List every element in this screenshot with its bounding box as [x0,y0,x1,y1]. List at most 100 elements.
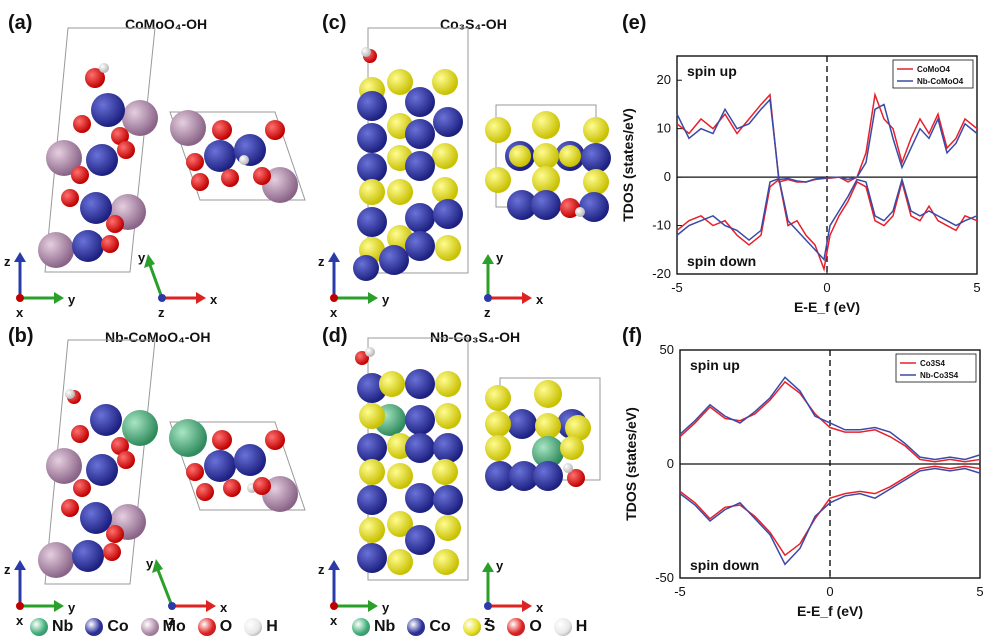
legend-entry: Co3S4 [920,359,945,368]
triad-z-label: z [168,613,175,628]
x-tick-label: 0 [823,280,830,295]
triad-z-label: z [4,254,11,269]
x-axis-label: E-E_f (eV) [797,603,863,619]
legend-label: Nb [374,618,396,635]
legend-label: Co [429,618,451,635]
y-tick-label: 50 [660,342,674,357]
y-tick-label: -20 [652,266,671,281]
triad-y-label: y [382,292,390,307]
x-tick-label: -5 [674,584,686,599]
panel-a-label: (a) [8,12,33,34]
panel-a-top-structure [169,110,306,203]
axes-triad-c-top [482,254,532,304]
series-line-3 [679,467,981,566]
y-tick-label: -10 [652,218,671,233]
triad-x-label: x [330,305,338,320]
legend-label: Mo [162,618,186,635]
s-atom-icon [462,618,481,636]
legend-item-mo: Mo [140,618,186,636]
triad-z-label: z [318,254,325,269]
triad-z-label: z [158,305,165,320]
legend-right: Nb Co S O H [352,618,593,636]
chart-e: -5 0 5 -20 -10 0 10 20 E-E_f (eV) TDOS (states/eV… [620,55,981,315]
co-atom-icon [85,618,104,636]
chart-legend-box [895,353,977,383]
series-line-3 [676,176,978,262]
panel-b-title: Nb-CoMoO₄-OH [105,329,211,345]
o-atom-icon [507,618,526,636]
panel-b-top-structure [169,419,306,512]
triad-z-label: z [484,305,491,320]
axes-triad-c-side [328,252,378,304]
legend-label: Co [107,618,129,635]
nb-atom-icon [30,618,48,636]
triad-x-label: x [330,613,338,628]
legend-item-co: Co [407,618,451,636]
panel-c-label: (c) [322,12,347,34]
co-atom-icon [407,618,426,636]
triad-z-label: z [318,562,325,577]
triad-y-label: y [496,558,504,573]
legend-entry: CoMoO4 [917,65,950,74]
spin-down-label: spin down [690,557,759,573]
legend-label: Nb [52,618,74,635]
panel-d-side-structure [355,337,469,581]
legend-item-nb: Nb [352,618,395,636]
y-tick-label: 0 [667,456,674,471]
chart-legend-box [892,59,974,89]
y-axis-label: TDOS (states/eV) [620,108,636,222]
legend-entry: Nb-Co3S4 [920,371,959,380]
h-atom-icon [553,618,572,636]
y-axis-label: TDOS (states/eV) [623,407,639,521]
series-line-1 [676,97,978,183]
triad-x-label: x [16,613,24,628]
series-line-2 [676,178,978,273]
panel-b-side-structure [38,339,158,585]
triad-y-label: y [68,600,76,615]
h-atom-icon [244,618,263,636]
axes-triad-a-top [144,254,206,304]
triad-y-label: y [138,250,146,265]
legend-item-o: O [197,618,232,636]
panel-b-label: (b) [8,325,34,347]
axes-triad-a-side [14,252,64,304]
panel-e-label: (e) [622,12,647,34]
triad-x-label: x [210,292,218,307]
panel-d-title: Nb-Co₃S₄-OH [430,329,521,345]
mo-atom-icon [140,618,159,636]
triad-y-label: y [146,556,154,571]
legend-label: S [484,618,496,635]
legend-label: H [575,618,588,635]
y-tick-label: -50 [655,570,674,585]
x-tick-label: 5 [976,584,983,599]
y-tick-label: 0 [664,169,671,184]
legend-label: O [529,618,542,635]
legend-left: Nb Co Mo O H [30,618,284,636]
triad-x-label: x [536,292,544,307]
x-tick-label: -5 [671,280,683,295]
panel-d-label: (d) [322,325,348,347]
spin-up-label: spin up [690,357,740,373]
nb-atom-icon [352,618,370,636]
spin-down-label: spin down [687,253,756,269]
axes-triad-labels: z y x y x z z y x y x z z y x y x z z y … [4,250,544,628]
axes-triad-b-top [152,559,216,612]
legend-item-co: Co [85,618,129,636]
legend-item-nb: Nb [30,618,73,636]
legend-entry: Nb-CoMoO4 [917,77,964,86]
y-tick-label: 20 [657,72,671,87]
series-line-1 [679,376,981,461]
x-axis-label: E-E_f (eV) [794,299,860,315]
panel-d-top-structure [485,377,601,491]
axes-triad-d-top [482,562,532,612]
legend-item-s: S [462,618,496,636]
triad-y-label: y [382,600,390,615]
spin-up-label: spin up [687,63,737,79]
triad-y-label: y [68,292,76,307]
legend-label: H [266,618,278,635]
legend-item-o: O [507,618,542,636]
triad-x-label: x [220,600,228,615]
panel-c-top-structure [485,104,611,222]
